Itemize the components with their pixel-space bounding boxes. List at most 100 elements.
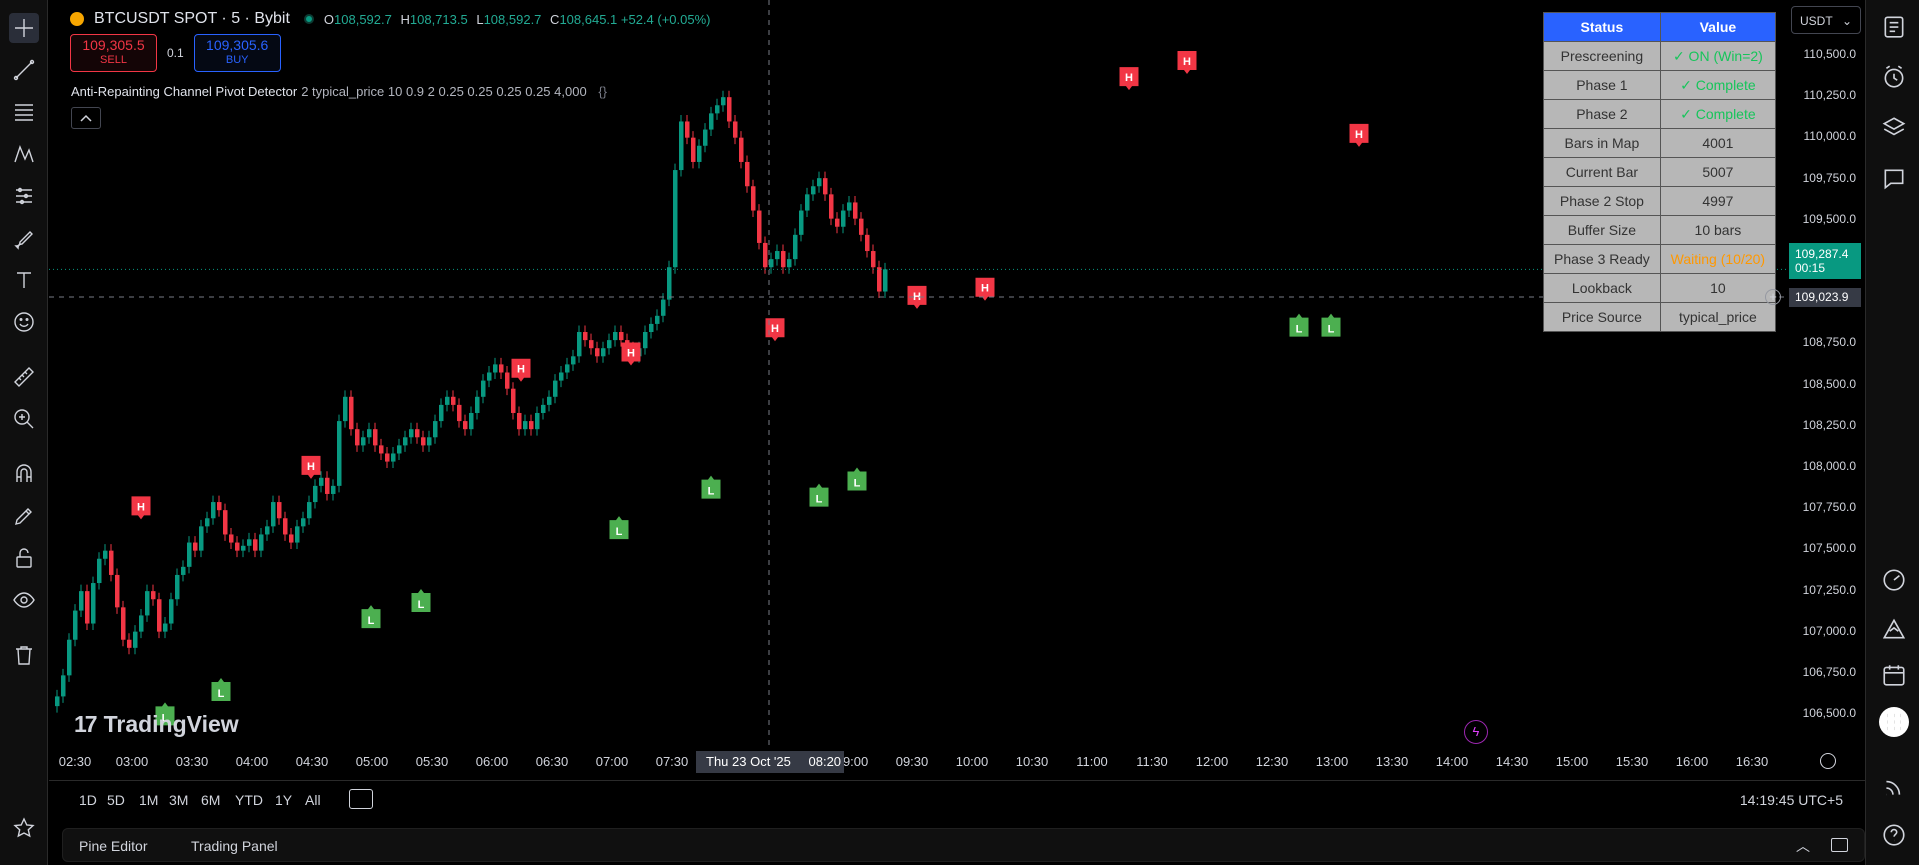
clock-timezone[interactable]: 14:19:45 UTC+5	[1739, 792, 1843, 808]
svg-text:L: L	[162, 712, 169, 724]
order-quantity[interactable]: 0.1	[167, 46, 184, 60]
candle-body	[553, 380, 558, 397]
range-button-all[interactable]: All	[305, 792, 321, 808]
pivot-high-label: H	[621, 342, 641, 366]
symbol-title[interactable]: BTCUSDT SPOT · 5 · Bybit	[94, 10, 290, 27]
candle-body	[181, 566, 186, 575]
sell-button[interactable]: 109,305.5 SELL	[70, 34, 157, 72]
status-row-label: Current Bar	[1543, 157, 1661, 187]
ideas-icon[interactable]	[1879, 614, 1909, 644]
tradingview-logo: 17 TradingView	[74, 711, 239, 737]
trash-icon[interactable]	[9, 640, 39, 670]
time-tick-label: 11:00	[1076, 754, 1108, 769]
brush-icon[interactable]	[9, 223, 39, 253]
candle-body	[241, 545, 246, 551]
svg-text:H: H	[981, 283, 989, 295]
range-button-1m[interactable]: 1M	[139, 792, 159, 808]
lightning-icon[interactable]: ϟ	[1464, 720, 1488, 744]
candle-body	[55, 696, 60, 707]
candle-body	[679, 121, 684, 171]
settings-gear-icon[interactable]	[1820, 753, 1836, 769]
tab-pine-editor[interactable]: Pine Editor	[79, 838, 148, 854]
price-tick-label: 107,250.0	[1802, 582, 1856, 597]
favorites-star-icon[interactable]	[9, 813, 39, 843]
svg-text:H: H	[913, 291, 921, 303]
candle-body	[877, 267, 882, 292]
ruler-icon[interactable]	[9, 362, 39, 392]
svg-text:H: H	[1183, 56, 1191, 68]
candle-body	[475, 396, 480, 413]
candle-body	[775, 251, 780, 260]
emoji-icon[interactable]	[9, 307, 39, 337]
svg-text:L: L	[816, 494, 823, 506]
code-braces-icon[interactable]: {}	[598, 84, 607, 99]
signal-broadcast-icon[interactable]	[1879, 772, 1909, 802]
currency-select[interactable]: USDT ⌄	[1791, 6, 1861, 34]
time-tick-label: 04:30	[295, 754, 329, 769]
candle-body	[325, 477, 330, 494]
add-alert-plus-icon[interactable]: +	[1765, 289, 1781, 305]
eye-icon[interactable]	[9, 585, 39, 615]
candle-body	[187, 542, 192, 567]
fib-retracement-icon[interactable]	[9, 97, 39, 127]
range-button-3m[interactable]: 3M	[169, 792, 189, 808]
candle-body	[883, 269, 888, 292]
chat-icon[interactable]	[1879, 164, 1909, 194]
magnet-icon[interactable]	[9, 459, 39, 489]
status-row-value: 10 bars	[1659, 215, 1777, 245]
price-axis[interactable]: 110,500.0 110,250.0 110,000.0 109,750.0 109,…	[1785, 0, 1866, 775]
lock-drawing-icon[interactable]	[9, 501, 39, 531]
text-icon[interactable]	[9, 265, 39, 295]
candle-body	[337, 421, 342, 486]
currency-label: USDT	[1800, 14, 1833, 28]
buy-button[interactable]: 109,305.6 BUY	[193, 34, 281, 72]
crosshair-icon[interactable]	[9, 13, 39, 43]
exchange-logo-icon	[70, 12, 84, 26]
chevron-up-icon[interactable]	[71, 107, 101, 129]
pivot-high-label: H	[765, 318, 785, 342]
time-tick-label: 12:00	[1195, 754, 1229, 769]
layers-icon[interactable]	[1879, 113, 1909, 143]
calendar-icon[interactable]	[1879, 660, 1909, 690]
maximize-panel-icon[interactable]	[1831, 838, 1848, 852]
forecasting-icon[interactable]	[9, 181, 39, 211]
chevron-up-icon[interactable]: ︿	[1796, 838, 1810, 854]
candle-body	[223, 510, 228, 535]
candle-body	[643, 332, 648, 349]
price-tick-label: 109,500.0	[1802, 211, 1856, 226]
gauge-icon[interactable]	[1879, 565, 1909, 595]
alerts-clock-icon[interactable]	[1879, 62, 1909, 92]
candle-body	[493, 364, 498, 373]
candle-body	[793, 234, 798, 260]
range-button-1d[interactable]: 1D	[79, 792, 97, 808]
candle-body	[421, 437, 426, 446]
crosshair-time: 08:20	[808, 754, 842, 769]
candle-body	[139, 615, 144, 632]
pivot-high-label: H	[1177, 50, 1197, 74]
range-button-6m[interactable]: 6M	[201, 792, 221, 808]
candle-body	[589, 340, 594, 349]
range-button-5d[interactable]: 5D	[107, 792, 125, 808]
help-icon[interactable]	[1879, 820, 1909, 850]
status-header: Status	[1543, 12, 1661, 42]
trend-line-icon[interactable]	[9, 55, 39, 85]
svg-text:H: H	[137, 501, 145, 513]
goto-date-calendar-icon[interactable]	[349, 789, 373, 809]
svg-text:L: L	[1328, 324, 1335, 336]
zoom-in-icon[interactable]	[9, 404, 39, 434]
indicator-legend[interactable]: Anti-Repainting Channel Pivot Detector 2 …	[71, 84, 607, 99]
price-chart[interactable]: H H H H H H H H H H L L L L L L L L L L	[49, 0, 1865, 775]
pattern-icon[interactable]	[9, 139, 39, 169]
range-button-1y[interactable]: 1Y	[275, 792, 293, 808]
indicator-name[interactable]: Anti-Repainting Channel Pivot Detector	[71, 84, 298, 99]
range-button-ytd[interactable]: YTD	[235, 792, 263, 808]
apps-grid-icon[interactable]	[1879, 707, 1909, 737]
status-row-label: Price Source	[1543, 302, 1661, 332]
watchlist-icon[interactable]	[1879, 12, 1909, 42]
tab-trading-panel[interactable]: Trading Panel	[191, 838, 278, 854]
candle-body	[109, 550, 114, 575]
lock-icon[interactable]	[9, 543, 39, 573]
candle-body	[835, 218, 840, 227]
candle-body	[463, 421, 468, 430]
